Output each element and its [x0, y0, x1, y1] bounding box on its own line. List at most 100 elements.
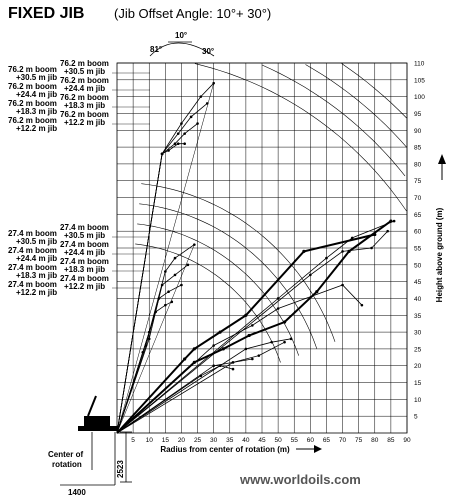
jib-label-alt: +12.2 m jib: [64, 282, 105, 291]
jib-label-alt: +30.5 m jib: [64, 67, 105, 76]
data-point: [173, 256, 177, 260]
data-point: [183, 142, 186, 146]
data-point: [392, 219, 396, 223]
data-point: [276, 307, 280, 310]
x-tick-label: 90: [403, 437, 411, 444]
dimension-2523: 2523: [116, 460, 125, 478]
boom-line: [116, 244, 195, 434]
y-tick-label: 95: [414, 111, 422, 118]
data-point: [205, 102, 209, 105]
data-point: [167, 149, 170, 152]
data-point: [183, 357, 187, 361]
series-line: [116, 358, 253, 434]
angle-arc: [149, 42, 215, 57]
data-point: [147, 337, 151, 341]
jib-label-alt: +12.2 m jib: [64, 118, 105, 127]
y-tick-label: 85: [414, 145, 422, 152]
boom-label: 27.4 m boom: [8, 229, 57, 238]
data-point: [302, 249, 306, 253]
data-point: [251, 357, 254, 361]
x-tick-label: 75: [355, 437, 363, 444]
data-point: [154, 310, 157, 314]
x-tick-label: 20: [178, 437, 186, 444]
data-point: [212, 81, 215, 85]
data-point: [282, 320, 287, 324]
dimension-lines: [60, 431, 132, 486]
reach-arc: [305, 64, 408, 148]
y-axis-arrow: [438, 154, 446, 180]
jib-label: +18.3 m jib: [16, 107, 57, 116]
reach-arc: [194, 63, 407, 212]
data-point: [251, 324, 254, 327]
data-point: [180, 122, 183, 125]
x-tick-label: 85: [387, 437, 395, 444]
x-tick-label: 50: [274, 437, 282, 444]
data-point: [173, 142, 177, 146]
data-point: [218, 330, 222, 334]
jib-label: +24.4 m jib: [16, 90, 57, 99]
x-tick-label: 10: [146, 437, 154, 444]
y-tick-label: 20: [414, 363, 422, 370]
data-point: [164, 303, 167, 307]
data-point: [289, 337, 293, 341]
angle-81-label: 81°: [150, 45, 162, 54]
jib-label-alt: +30.5 m jib: [64, 231, 105, 240]
jib-label: +30.5 m jib: [16, 73, 57, 82]
data-point: [360, 303, 364, 307]
data-point: [244, 347, 248, 351]
jib-label: +30.5 m jib: [16, 237, 57, 246]
y-tick-label: 100: [414, 94, 425, 101]
center-of-rotation-label-1: Center of: [48, 450, 83, 459]
data-point: [199, 374, 203, 378]
reach-arc: [341, 63, 407, 119]
data-point: [170, 300, 174, 304]
x-tick-label: 65: [323, 437, 331, 444]
x-axis-arrow: [296, 445, 322, 453]
series-line: [116, 365, 234, 434]
data-point: [196, 122, 199, 125]
reach-arc: [135, 243, 281, 363]
data-point: [257, 354, 261, 357]
data-point: [283, 340, 286, 344]
boom-label-alt: 76.2 m boom: [60, 59, 109, 68]
angle-30-label: 30°: [202, 47, 214, 56]
x-tick-label: 5: [131, 437, 135, 444]
x-tick-label: 30: [210, 437, 218, 444]
jib-label-alt: +18.3 m jib: [64, 101, 105, 110]
data-point: [231, 361, 235, 364]
boom-label: 27.4 m boom: [8, 280, 57, 289]
jib-label-alt: +24.4 m jib: [64, 248, 105, 257]
y-tick-label: 30: [414, 330, 422, 337]
jib-label-alt: +18.3 m jib: [64, 265, 105, 274]
data-point: [350, 236, 354, 240]
data-point: [244, 313, 248, 317]
data-point: [164, 270, 167, 273]
y-tick-label: 55: [414, 246, 422, 253]
data-point: [315, 290, 319, 294]
x-tick-label: 60: [307, 437, 315, 444]
data-point: [180, 283, 183, 287]
boom-label-alt: 76.2 m boom: [60, 76, 109, 85]
data-point: [218, 364, 222, 368]
series-line: [116, 284, 363, 434]
y-tick-label: 5: [414, 414, 418, 421]
center-of-rotation-label-2: rotation: [52, 460, 82, 469]
data-point: [192, 347, 196, 351]
data-point: [341, 250, 344, 253]
jib-label: +18.3 m jib: [16, 271, 57, 280]
data-point: [341, 283, 344, 287]
data-point: [212, 344, 215, 347]
data-point: [231, 367, 235, 371]
y-tick-label: 75: [414, 178, 422, 185]
boom-label-alt: 27.4 m boom: [60, 240, 109, 249]
boom-label: 76.2 m boom: [8, 116, 57, 125]
grid: [116, 62, 408, 434]
jib-label-alt: +24.4 m jib: [64, 84, 105, 93]
y-tick-label: 45: [414, 279, 422, 286]
y-tick-label: 40: [414, 296, 422, 303]
offset-angle-annotation: [149, 41, 215, 57]
data-point: [212, 364, 215, 368]
data-point: [160, 283, 164, 287]
